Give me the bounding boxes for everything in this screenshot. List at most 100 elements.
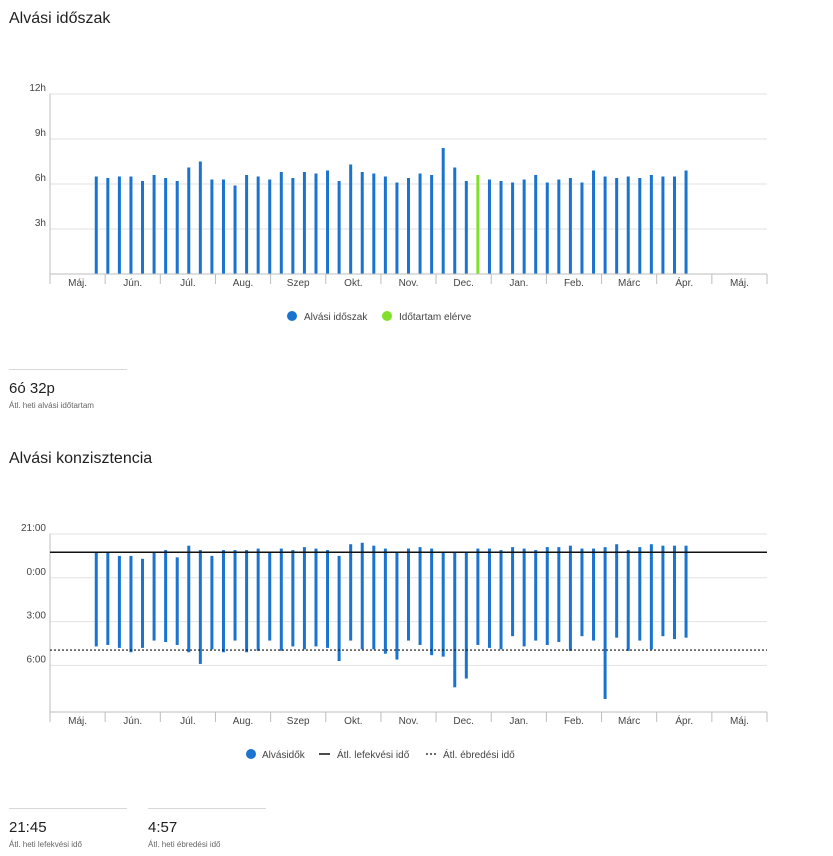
- y-tick-label: 3:00: [27, 611, 47, 622]
- y-tick-label: 12h: [29, 83, 46, 94]
- x-tick-label: Aug.: [233, 716, 254, 727]
- sleep-window-bar: [626, 550, 630, 651]
- x-tick-label: Jan.: [509, 716, 528, 727]
- sleep-duration-bar: [117, 176, 121, 274]
- sleep-window-bar: [649, 544, 653, 650]
- avg-bedtime-label: Átl. heti lefekvési idő: [9, 840, 82, 849]
- sleep-duration-bar: [210, 179, 214, 274]
- x-tick-label: Okt.: [344, 278, 362, 289]
- sleep-window-bar: [129, 555, 133, 653]
- x-tick-label: Ápr.: [675, 714, 693, 727]
- x-tick-label: Júl.: [180, 716, 196, 727]
- sleep-duration-bar: [395, 182, 399, 274]
- sleep-window-bar: [221, 550, 225, 653]
- sleep-duration-bar: [511, 182, 515, 274]
- sleep-duration-bar: [441, 148, 445, 274]
- sleep-window-bar: [187, 545, 191, 653]
- x-tick-label: Máj.: [68, 716, 87, 727]
- sleep-window-bar: [326, 550, 330, 648]
- sleep-window-bar: [441, 551, 445, 657]
- sleep-duration-bar: [626, 176, 630, 274]
- sleep-window-bar: [418, 547, 422, 645]
- sleep-window-bar: [245, 550, 249, 653]
- sleep-window-bar: [487, 548, 491, 648]
- sleep-window-bar: [117, 555, 121, 648]
- avg-wake-label: Átl. heti ébredési idő: [148, 840, 221, 849]
- y-tick-label: 21:00: [21, 523, 46, 534]
- sleep-duration-bar: [94, 176, 98, 274]
- sleep-window-bar: [511, 547, 515, 637]
- sleep-window-bar: [337, 555, 341, 662]
- sleep-duration-bar: [233, 185, 237, 274]
- sleep-window-bar: [256, 548, 260, 651]
- x-tick-label: Feb.: [564, 716, 584, 727]
- sleep-duration-bar: [499, 181, 503, 274]
- x-tick-label: Máj.: [730, 278, 749, 289]
- sleep-duration-bar: [175, 181, 179, 274]
- sleep-window-bar: [291, 550, 295, 647]
- sleep-duration-bar: [337, 181, 341, 274]
- sleep-duration-bar: [245, 175, 249, 274]
- sleep-duration-bar: [326, 170, 330, 274]
- sleep-duration-bar: [649, 175, 653, 274]
- x-tick-label: Jún.: [123, 278, 142, 289]
- x-tick-label: Márc: [618, 716, 640, 727]
- avg-duration-stat: 6ó 32p Átl. heti alvási időtartam: [9, 369, 127, 410]
- sleep-duration-bar: [545, 182, 549, 274]
- sleep-duration-bar: [464, 181, 468, 274]
- stat-divider: [9, 808, 127, 809]
- sleep-duration-bar: [221, 179, 225, 274]
- sleep-duration-bar: [164, 178, 168, 274]
- sleep-window-bar: [615, 544, 619, 638]
- avg-wake-value: 4:57: [148, 819, 178, 836]
- sleep-duration-bar: [360, 172, 364, 274]
- sleep-window-bar: [152, 551, 156, 641]
- sleep-window-bar: [395, 551, 399, 660]
- sleep-duration-bar: [129, 176, 133, 274]
- sleep-duration-bar: [615, 178, 619, 274]
- sleep-window-bar: [94, 552, 98, 647]
- sleep-window-bar: [314, 548, 318, 647]
- sleep-duration-bar: [349, 164, 353, 274]
- sleep-window-bar: [383, 548, 387, 654]
- sleep-duration-bar: [152, 175, 156, 274]
- sleep-window-bar: [210, 555, 214, 650]
- avg-wake-stat: 4:57 Átl. heti ébredési idő: [148, 808, 266, 849]
- legend-label: Alvási időszak: [304, 312, 368, 323]
- sleep-duration-bar: [268, 179, 272, 274]
- x-tick-label: Máj.: [68, 278, 87, 289]
- sleep-window-bar: [534, 550, 538, 641]
- legend-label: Átl. lefekvési idő: [337, 748, 410, 761]
- legend-label: Időtartam elérve: [399, 312, 472, 323]
- sleep-duration-bar: [672, 176, 676, 274]
- sleep-window-bar: [349, 544, 353, 641]
- sleep-duration-bar: [106, 178, 110, 274]
- legend-label: Átl. ébredési idő: [443, 748, 515, 761]
- x-tick-label: Feb.: [564, 278, 584, 289]
- sleep-window-bar: [233, 550, 237, 641]
- sleep-window-bar: [464, 551, 468, 679]
- sleep-duration-bar: [684, 170, 688, 274]
- x-tick-label: Aug.: [233, 278, 254, 289]
- goal-bar: [476, 175, 480, 274]
- sleep-duration-bar: [187, 167, 191, 274]
- sleep-window-bar: [568, 545, 572, 651]
- sleep-consistency-title: Alvási konzisztencia: [9, 450, 153, 467]
- x-tick-label: Júl.: [180, 278, 196, 289]
- y-tick-label: 6:00: [27, 654, 47, 665]
- sleep-window-bar: [279, 548, 283, 651]
- sleep-duration-bar: [372, 173, 376, 274]
- sleep-window-bar: [684, 545, 688, 638]
- sleep-window-bar: [175, 557, 179, 645]
- sleep-window-bar: [592, 548, 596, 641]
- sleep-duration-bar: [279, 172, 283, 274]
- sleep-window-bar: [580, 548, 584, 637]
- x-tick-label: Szep: [287, 278, 310, 289]
- avg-duration-label: Átl. heti alvási időtartam: [9, 401, 94, 410]
- avg-bedtime-stat: 21:45 Átl. heti lefekvési idő: [9, 808, 127, 849]
- x-tick-label: Ápr.: [675, 276, 693, 289]
- sleep-duration-bar: [580, 182, 584, 274]
- sleep-window-bar: [545, 547, 549, 645]
- x-tick-label: Jún.: [123, 716, 142, 727]
- sleep-duration-bar: [291, 178, 295, 274]
